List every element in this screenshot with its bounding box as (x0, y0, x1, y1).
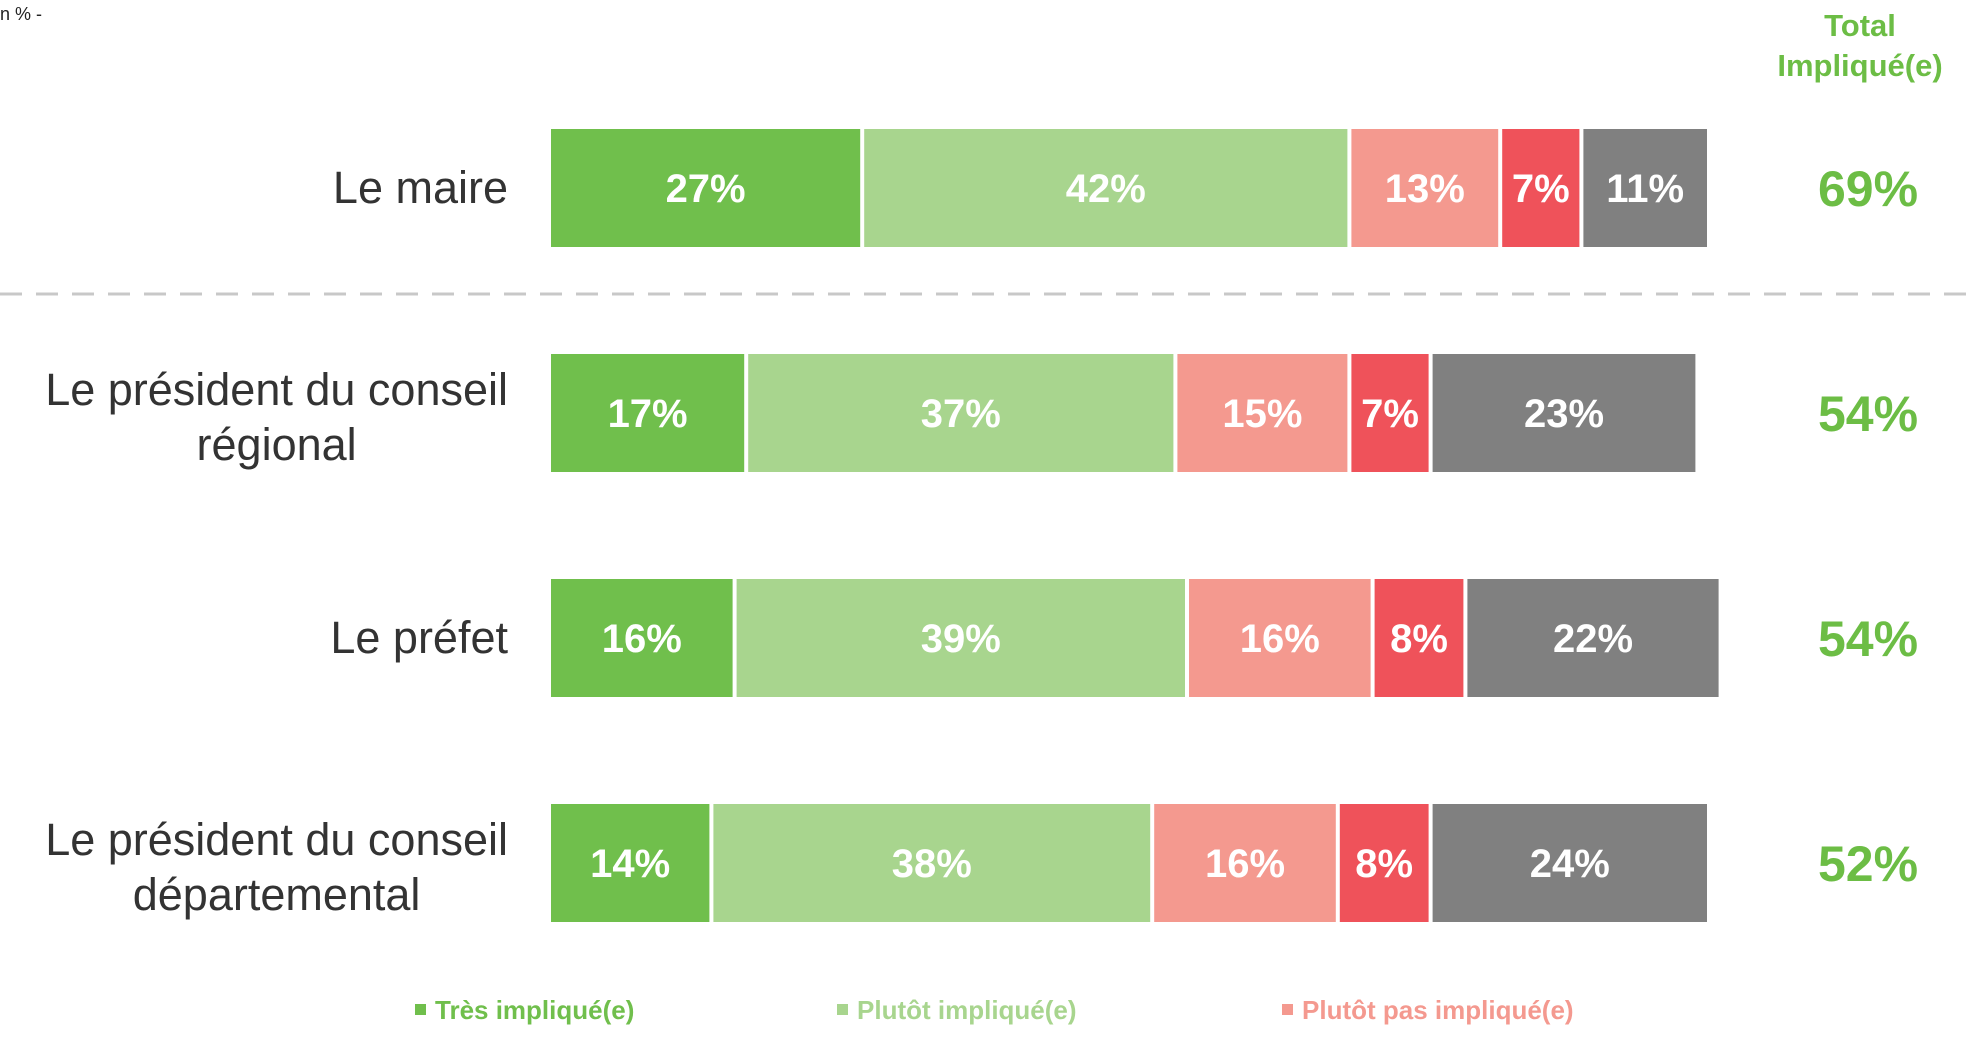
bar-segment (736, 579, 1185, 697)
category-label-line-2: régional (197, 419, 357, 470)
data-label: 8% (1390, 617, 1448, 661)
total-value: 54% (1818, 611, 1918, 667)
corner-note: n % - (0, 4, 43, 24)
bar-segment (1583, 129, 1707, 247)
data-label: 23% (1524, 392, 1604, 436)
total-value: 52% (1818, 836, 1918, 892)
bar-segment (1374, 579, 1464, 697)
data-label: 37% (921, 392, 1001, 436)
total-header-line-1: Total (1824, 8, 1896, 43)
category-label: Le préfet (330, 612, 508, 663)
legend-label: Plutôt impliqué(e) (857, 995, 1077, 1025)
bar-segment (1351, 354, 1429, 472)
legend-item: Plutôt pas impliqué(e) (1282, 995, 1574, 1026)
bar-segment (713, 804, 1151, 922)
total-column-header: Total Impliqué(e) (1755, 6, 1965, 86)
data-label: 7% (1512, 167, 1570, 211)
stacked-bar-chart: Le maire 27% 42% 13% 7% 11% 69% Le président du… (0, 129, 1970, 922)
data-label: 24% (1530, 842, 1610, 886)
data-label: 16% (1205, 842, 1285, 886)
total-value: 69% (1818, 161, 1918, 217)
legend-swatch (837, 1004, 848, 1015)
data-label: 8% (1355, 842, 1413, 886)
bar-segment (1432, 804, 1707, 922)
category-label-line-2: départemental (133, 869, 421, 920)
bar-segment (551, 129, 861, 247)
category-label-line-1: Le président du conseil (45, 814, 508, 865)
category-label-line-1: Le président du conseil (45, 364, 508, 415)
data-label: 27% (666, 167, 746, 211)
data-label: 7% (1361, 392, 1419, 436)
bar-segment (1467, 579, 1719, 697)
bar-segment (1154, 804, 1336, 922)
total-value: 54% (1818, 386, 1918, 442)
data-label: 14% (590, 842, 670, 886)
bar-segment (551, 579, 733, 697)
data-label: 38% (892, 842, 972, 886)
total-header-line-2: Impliqué(e) (1777, 48, 1943, 83)
legend-label: Très impliqué(e) (435, 995, 635, 1025)
data-label: 11% (1606, 167, 1684, 211)
bar-segment (1502, 129, 1580, 247)
data-label: 42% (1066, 167, 1146, 211)
bar-segment (748, 354, 1174, 472)
data-label: 13% (1385, 167, 1465, 211)
bar-segment (551, 804, 710, 922)
category-label: Le maire (333, 162, 508, 213)
legend-swatch (1282, 1004, 1293, 1015)
data-label: 15% (1222, 392, 1302, 436)
bar-segment (551, 354, 745, 472)
legend-item: Très impliqué(e) (415, 995, 634, 1026)
bar-segment (1339, 804, 1429, 922)
bar-segment (1432, 354, 1696, 472)
data-label: 22% (1553, 617, 1633, 661)
bar-segment (1177, 354, 1348, 472)
legend-item: Plutôt impliqué(e) (837, 995, 1077, 1026)
bar-segment (1351, 129, 1499, 247)
legend-label: Plutôt pas impliqué(e) (1302, 995, 1574, 1025)
data-label: 16% (1240, 617, 1320, 661)
legend-swatch (415, 1004, 426, 1015)
data-label: 39% (921, 617, 1001, 661)
data-label: 17% (608, 392, 688, 436)
bar-segment (864, 129, 1348, 247)
data-label: 16% (602, 617, 682, 661)
bar-segment (1189, 579, 1371, 697)
